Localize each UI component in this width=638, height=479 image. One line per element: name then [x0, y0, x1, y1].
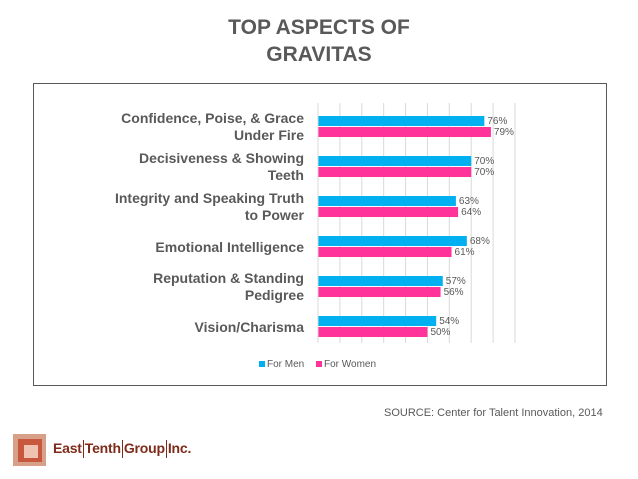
category-label-line: Reputation & Standing	[153, 270, 304, 286]
category-label: Integrity and Speaking Truth to Power	[104, 190, 304, 224]
category-label: Confidence, Poise, & Grace Under Fire	[104, 110, 304, 144]
category-label-line: Emotional Intelligence	[155, 238, 304, 255]
company-logo-text: East Tenth Group Inc.	[53, 440, 192, 459]
category-label-line: Integrity and Speaking Truth	[114, 190, 304, 206]
category-label-line: to Power	[244, 207, 304, 223]
category-label: Emotional Intelligence	[104, 239, 304, 256]
source-note: SOURCE: Center for Talent Innovation, 20…	[384, 407, 603, 419]
logo-word-group: Group	[123, 440, 165, 456]
category-label: Vision/Charisma	[104, 319, 304, 336]
page-title: TOP ASPECTS OF GRAVITAS	[0, 14, 638, 68]
category-label-line: Confidence, Poise, & Grace	[121, 110, 304, 126]
title-line-2: GRAVITAS	[266, 43, 372, 66]
logo-word-tenth: Tenth	[84, 440, 121, 456]
category-label: Reputation & Standing Pedigree	[104, 270, 304, 304]
title-line-1: TOP ASPECTS OF	[228, 16, 410, 39]
category-label-line: Pedigree	[244, 287, 304, 303]
logo-word-east: East	[53, 440, 82, 456]
category-label-line: Vision/Charisma	[194, 318, 304, 335]
category-label-line: Under Fire	[233, 127, 304, 143]
category-label: Decisiveness & Showing Teeth	[104, 150, 304, 184]
category-label-line: Teeth	[267, 167, 304, 183]
category-label-line: Decisiveness & Showing	[139, 150, 304, 166]
logo-squares-icon	[13, 434, 49, 468]
logo-word-inc: Inc.	[167, 440, 192, 456]
